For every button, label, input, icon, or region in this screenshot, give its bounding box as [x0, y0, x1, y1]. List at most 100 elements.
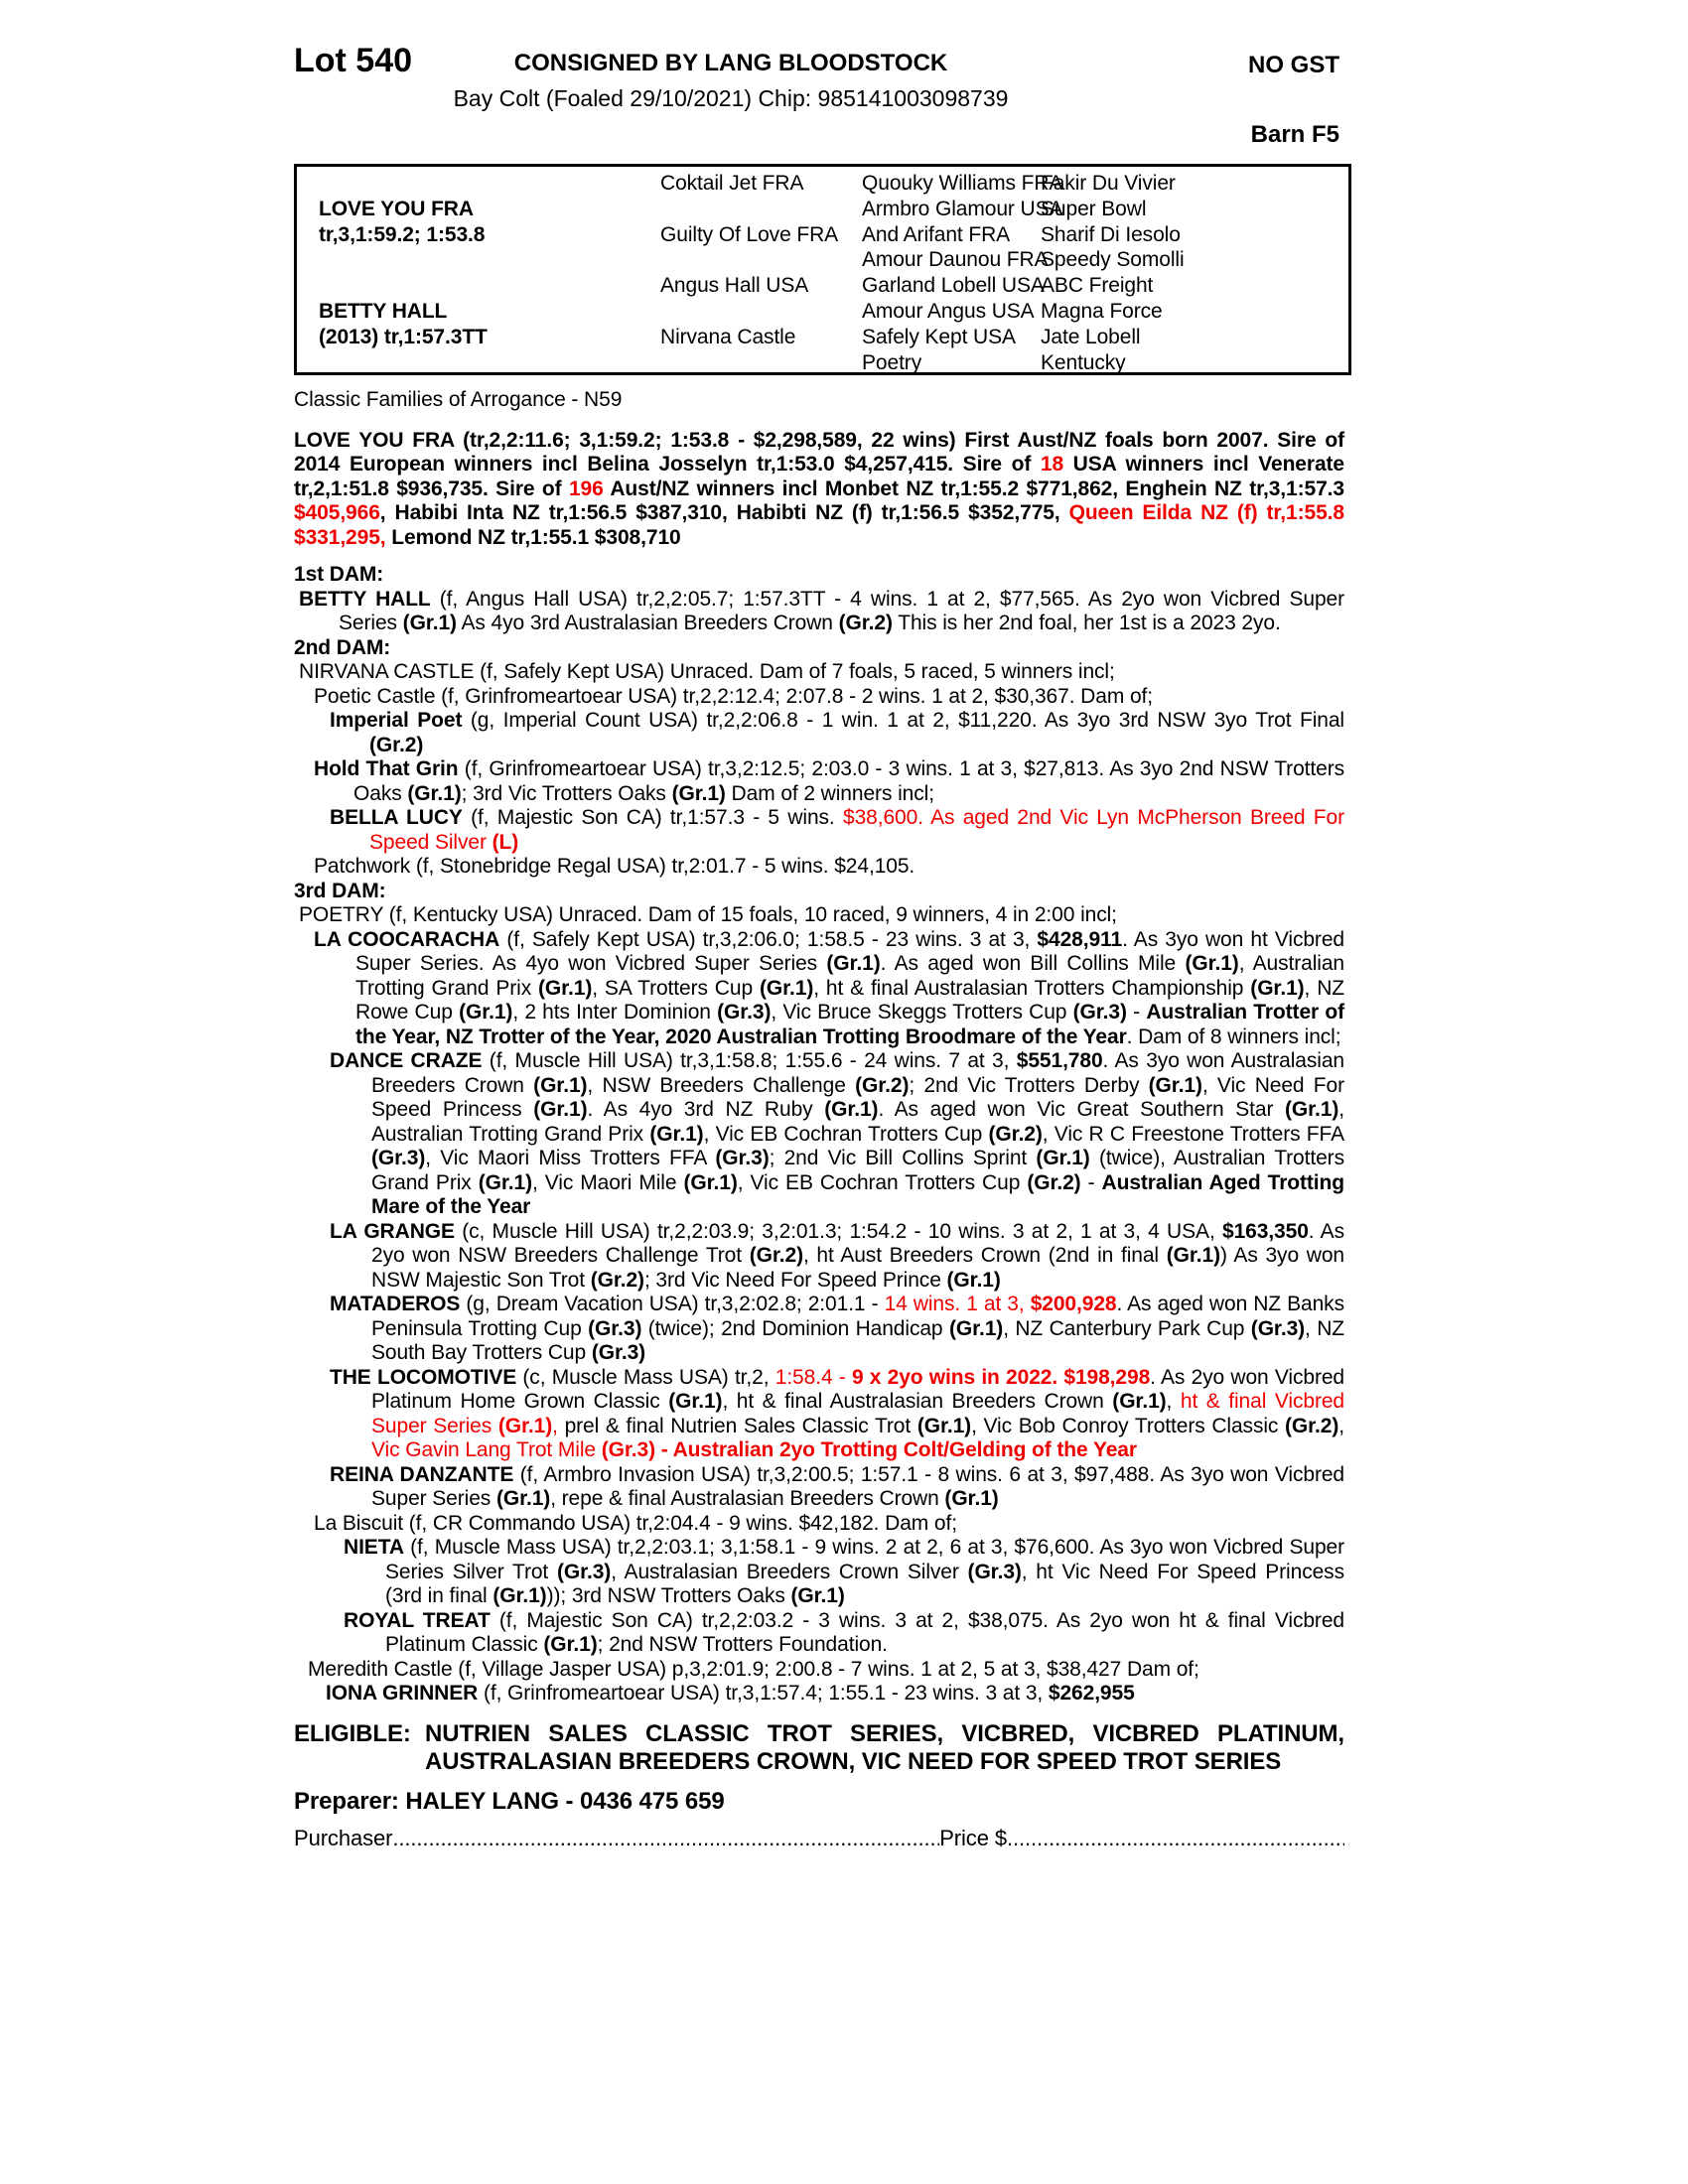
text-run: ht & final Vicbred Super Series — [371, 1390, 1344, 1437]
text-run: , Vic Maori Miss Trotters FFA — [425, 1147, 716, 1169]
text-run: 18 — [1040, 453, 1064, 476]
text-run: . As 4yo 3rd NZ Ruby — [587, 1098, 825, 1121]
la-coocaracha: LA COOCARACHA (f, Safely Kept USA) tr,3,… — [294, 928, 1344, 1050]
text-run: (Gr.2) — [1027, 1170, 1081, 1194]
dam2-nirvana-castle: NIRVANA CASTLE (f, Safely Kept USA) Unra… — [294, 660, 1344, 685]
patchwork: Patchwork (f, Stonebridge Regal USA) tr,… — [294, 855, 1344, 880]
dam3-heading: 3rd DAM: — [294, 880, 1344, 904]
text-run: This is her 2nd foal, her 1st is a 2023 … — [892, 612, 1281, 634]
text-run: (Gr.1) — [1112, 1390, 1167, 1413]
text-run: , Australasian Breeders Crown Silver — [611, 1560, 968, 1583]
text-run: $163,350 — [1222, 1219, 1309, 1243]
text-run: (g, Imperial Count USA) tr,2,2:06.8 - 1 … — [462, 709, 1344, 732]
pedigree-cell: Magna Force — [1041, 300, 1163, 323]
eligible-label: ELIGIBLE: — [294, 1719, 411, 1747]
text-run: Australian Trotter of the Year, NZ Trott… — [355, 1001, 1344, 1048]
price-label: Price $ — [939, 1826, 1007, 1850]
pedigree-cell: Garland Lobell USA — [862, 274, 1045, 298]
text-run: (Gr.1) — [1036, 1147, 1090, 1169]
hold-that-grin: Hold That Grin (f, Grinfromeartoear USA)… — [294, 757, 1344, 806]
text-run: - — [1126, 1001, 1147, 1024]
barn-number: Barn F5 — [1250, 121, 1339, 148]
text-run: (Gr.3) — [717, 1001, 772, 1024]
the-locomotive: THE LOCOMOTIVE (c, Muscle Mass USA) tr,2… — [294, 1366, 1344, 1463]
text-run: . As aged won NZ Banks Peninsula Trottin… — [371, 1293, 1344, 1340]
gst-note: NO GST — [1247, 52, 1339, 78]
lot-number: Lot 540 — [294, 42, 413, 79]
text-run: (Gr.1) — [533, 1073, 588, 1097]
text-run: , — [1338, 1414, 1345, 1437]
meredith-castle: Meredith Castle (f, Village Jasper USA) … — [294, 1658, 1344, 1683]
text-run: (Gr.1) — [948, 1316, 1004, 1340]
text-run: (f, Armbro Invasion USA) tr,3,2:00.5; 1:… — [371, 1462, 1344, 1511]
text-run: , Vic Need For Speed Princess — [371, 1073, 1345, 1122]
dam3-poetry: POETRY (f, Kentucky USA) Unraced. Dam of… — [294, 903, 1344, 928]
text-run: (Gr.3) — [967, 1560, 1022, 1583]
text-run: . As aged won Bill Collins Mile — [880, 952, 1186, 975]
text-run: (Gr.1) — [543, 1633, 598, 1656]
pedigree-cell: Amour Angus USA — [862, 300, 1035, 323]
text-run: ; 2nd NSW Trotters Foundation. — [597, 1633, 888, 1656]
foal-info: Bay Colt (Foaled 29/10/2021) Chip: 98514… — [453, 85, 1009, 111]
text-run: , ht Vic Need For Speed Princess (3rd in… — [385, 1560, 1344, 1608]
text-run: (c, Muscle Hill USA) tr,2,2:03.9; 3,2:01… — [454, 1219, 1222, 1243]
pedigree-body: Classic Families of Arrogance - N59 LOVE … — [294, 388, 1344, 1706]
text-run: (Gr.3) — [588, 1316, 642, 1340]
text-run: , Habibi Inta NZ tr,1:56.5 $387,310, Hab… — [379, 501, 1069, 524]
text-run: MATADEROS — [330, 1293, 461, 1315]
text-run: (Gr.3) — [715, 1147, 770, 1169]
text-run: DANCE CRAZE — [330, 1049, 483, 1072]
text-run: (g, Dream Vacation USA) tr,3,2:02.8; 2:0… — [460, 1293, 885, 1315]
imperial-poet: Imperial Poet (g, Imperial Count USA) tr… — [294, 709, 1344, 757]
text-run: (c, Muscle Mass USA) tr,2, — [516, 1365, 775, 1389]
text-run: Queen Eilda NZ (f) tr,1:55.8 $331,295, — [294, 501, 1344, 549]
purchaser-line: Purchaser ..............................… — [294, 1826, 1344, 1851]
text-run: (Gr.3) — [591, 1341, 646, 1364]
text-run: (f, Safely Kept USA) tr,3,2:06.0; 1:58.5… — [499, 927, 1038, 951]
mataderos: MATADEROS (g, Dream Vacation USA) tr,3,2… — [294, 1293, 1344, 1366]
text-run: , ht Aust Breeders Crown (2nd in final — [802, 1244, 1167, 1267]
pedigree-cell: Sharif Di Iesolo — [1041, 222, 1181, 246]
bella-lucy: BELLA LUCY (f, Majestic Son CA) tr,1:57.… — [294, 806, 1344, 855]
text-run: (Gr.2) — [988, 1122, 1043, 1146]
text-run: prel & final Nutrien Sales Classic Trot — [557, 1414, 917, 1437]
text-run: (Gr.1) — [683, 1170, 738, 1194]
text-run: ; 2nd Vic Bill Collins Sprint — [769, 1147, 1037, 1169]
text-run: Meredith Castle (f, Village Jasper USA) … — [308, 1657, 1199, 1681]
text-run: (Gr.1) — [478, 1170, 532, 1194]
text-run: (Gr.1) — [1250, 976, 1305, 1000]
text-run: (f, Majestic Son CA) tr,1:57.3 - 5 wins. — [462, 806, 843, 829]
text-run: Hold That Grin — [314, 757, 459, 780]
text-run: ; 2nd Vic Trotters Derby — [909, 1073, 1149, 1097]
text-run: (f, Grinfromeartoear USA) tr,3,1:57.4; 1… — [478, 1682, 1049, 1705]
text-run: . As 3yo won Australasian Breeders Crown — [371, 1049, 1344, 1097]
text-run: ROYAL TREAT — [344, 1608, 491, 1632]
text-run: , Vic EB Cochran Trotters Cup — [737, 1170, 1028, 1194]
pedigree-cell: Guilty Of Love FRA — [660, 222, 839, 246]
text-run: . Dam of 8 winners incl; — [1126, 1024, 1341, 1048]
text-run: (Gr.1) — [826, 952, 881, 975]
text-run: (f, Muscle Hill USA) tr,3,1:58.8; 1:55.6… — [482, 1049, 1017, 1072]
text-run: (Gr.3) — [1072, 1001, 1127, 1024]
poetic-castle: Poetic Castle (f, Grinfromeartoear USA) … — [294, 685, 1344, 710]
pedigree-cell: Angus Hall USA — [660, 274, 809, 298]
text-run: (Gr.1) — [1166, 1244, 1220, 1267]
text-run: (Gr.2) — [838, 612, 893, 634]
text-run: 1:58.4 - — [774, 1365, 852, 1389]
dam2-heading: 2nd DAM: — [294, 636, 1344, 661]
text-run: (Gr.1) — [824, 1098, 879, 1121]
text-run: La Biscuit (f, CR Commando USA) tr,2:04.… — [314, 1511, 957, 1535]
text-run: (Gr.1) — [402, 612, 457, 634]
text-run: , NZ Rowe Cup — [355, 976, 1344, 1024]
text-run: Vic Gavin Lang Trot Mile — [371, 1438, 602, 1461]
text-run: (Gr.2) — [369, 733, 424, 756]
text-run: Lemond NZ tr,1:55.1 $308,710 — [385, 525, 681, 549]
text-run: $551,780 — [1016, 1049, 1103, 1072]
text-run: ; 3rd Vic Trotters Oaks — [461, 781, 672, 805]
purchaser-dotted-line: ........................................… — [392, 1827, 939, 1850]
text-run: - — [1080, 1170, 1102, 1194]
text-run: 9 x 2yo wins in 2022. $198,298 — [851, 1365, 1151, 1389]
text-run: (Gr.1) — [495, 1487, 551, 1510]
text-run: 3rd DAM: — [294, 879, 386, 902]
sire-paragraph: LOVE YOU FRA (tr,2,2:11.6; 3,1:59.2; 1:5… — [294, 429, 1344, 551]
